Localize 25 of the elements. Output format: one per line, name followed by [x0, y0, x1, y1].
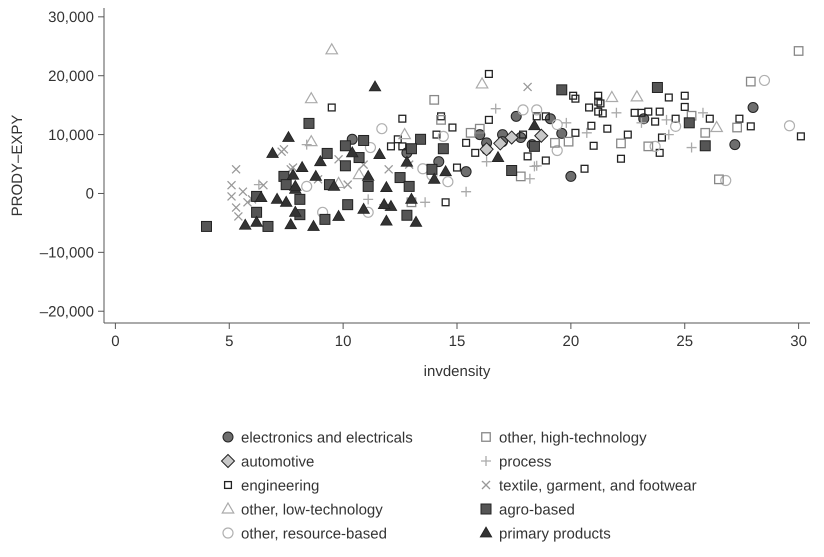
- legend-label: process: [499, 453, 552, 470]
- legend-label: engineering: [241, 477, 320, 494]
- legend-label: electronics and electricals: [241, 429, 413, 446]
- x-tick-label: 10: [334, 333, 352, 350]
- legend-label: primary products: [499, 525, 611, 542]
- y-tick-label: 10,000: [48, 126, 94, 144]
- x-tick-label: 5: [225, 333, 234, 350]
- legend-label: textile, garment, and footwear: [499, 477, 697, 494]
- x-tick-label: 20: [562, 333, 580, 350]
- legend-label: agro-based: [499, 501, 575, 518]
- x-tick-label: 25: [676, 333, 694, 350]
- x-tick-label: 0: [111, 333, 120, 350]
- x-tick-label: 15: [448, 333, 466, 350]
- y-tick-label: 20,000: [48, 68, 94, 85]
- y-tick-label: –20,000: [40, 303, 94, 320]
- legend-label: other, low-technology: [241, 501, 384, 518]
- y-axis-title: PRODY–EXPY: [9, 114, 26, 216]
- x-axis-title: invdensity: [424, 363, 491, 380]
- x-tick-label: 30: [790, 333, 807, 350]
- legend-label: automotive: [241, 453, 314, 470]
- legend-label: other, high-technology: [499, 429, 648, 446]
- legend-label: other, resource-based: [241, 525, 387, 542]
- y-tick-label: 0: [86, 186, 94, 203]
- y-tick-label: 30,000: [48, 9, 94, 26]
- y-tick-label: –10,000: [40, 244, 94, 262]
